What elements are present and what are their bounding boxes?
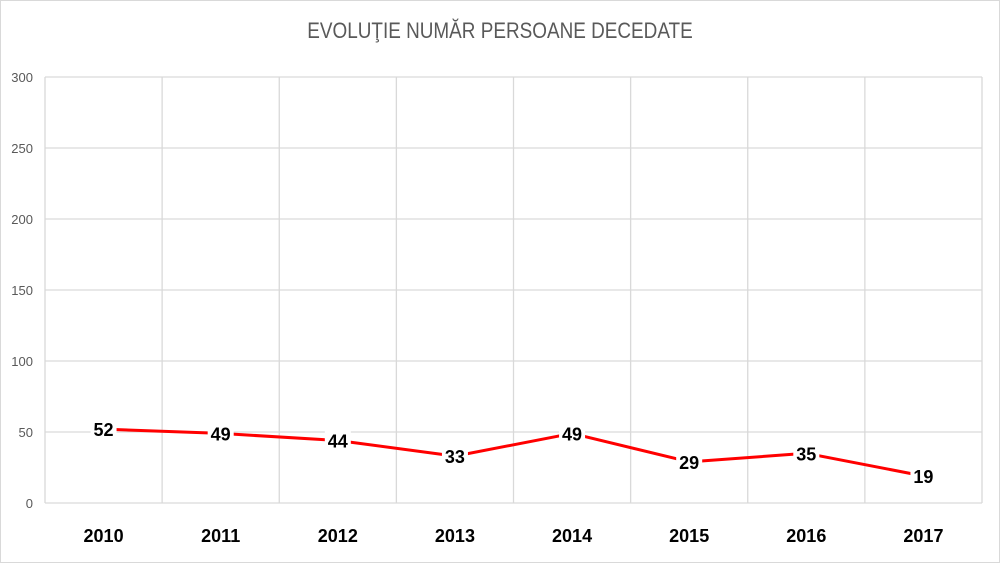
data-label: 19: [910, 465, 937, 487]
x-tick-label: 2015: [669, 526, 709, 546]
data-label-text: 29: [679, 453, 699, 473]
y-tick-label: 0: [26, 496, 33, 511]
chart-title: EVOLUŢIE NUMĂR PERSOANE DECEDATE: [307, 18, 693, 43]
data-label-bg: [793, 442, 820, 463]
data-label: 49: [207, 422, 234, 444]
x-tick-label: 2012: [318, 526, 358, 546]
x-tick-label: 2013: [435, 526, 475, 546]
data-label-text: 33: [445, 447, 465, 467]
data-label-bg: [90, 418, 117, 439]
data-label-text: 49: [562, 424, 582, 444]
data-labels: 52 49 44 33 49 29 35 19: [90, 418, 937, 487]
y-tick-label: 300: [11, 70, 33, 85]
data-label-bg: [676, 450, 703, 471]
data-label-text: 19: [913, 467, 933, 487]
data-label: 29: [676, 450, 703, 473]
data-label: 33: [441, 445, 468, 467]
data-label: 52: [90, 418, 117, 440]
y-tick-label: 250: [11, 141, 33, 156]
data-label-bg: [441, 445, 468, 466]
data-label: 44: [324, 429, 351, 452]
x-tick-label: 2014: [552, 526, 592, 546]
data-label-bg: [559, 422, 586, 443]
x-axis-ticks: 2010 2011 2012 2013 2014 2015 2016 2017: [84, 526, 944, 546]
series-group: [102, 427, 925, 478]
data-label-bg: [324, 429, 351, 450]
data-label-text: 35: [796, 444, 816, 464]
data-label-text: 44: [328, 432, 348, 452]
y-tick-label: 100: [11, 354, 33, 369]
data-label: 49: [559, 422, 586, 444]
y-axis-ticks: 0 50 100 150 200 250 300: [11, 70, 33, 511]
y-tick-label: 150: [11, 283, 33, 298]
x-tick-label: 2010: [84, 526, 124, 546]
data-label-text: 49: [211, 424, 231, 444]
data-label-text: 52: [94, 420, 114, 440]
series-line: [102, 427, 925, 478]
y-tick-label: 50: [19, 425, 33, 440]
data-label-bg: [207, 422, 234, 443]
data-label-bg: [910, 465, 937, 486]
grid: [44, 76, 983, 504]
x-tick-label: 2011: [201, 526, 240, 546]
x-tick-label: 2017: [903, 526, 943, 546]
data-label: 35: [793, 442, 820, 464]
y-tick-label: 200: [11, 212, 33, 227]
x-tick-label: 2016: [786, 526, 826, 546]
